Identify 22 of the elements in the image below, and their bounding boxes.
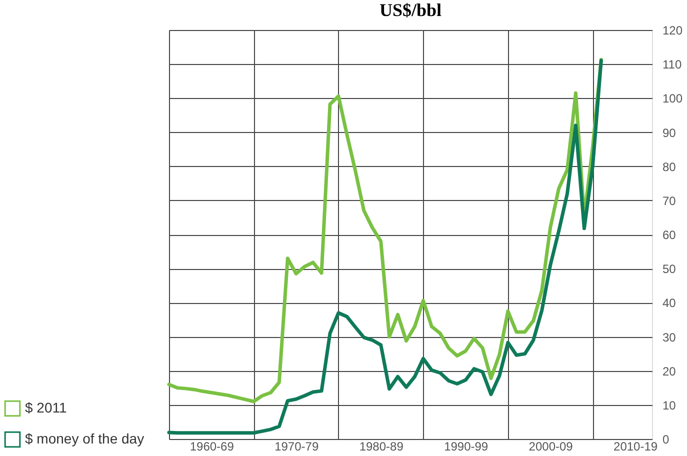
x-tick-label: 2010-19 (614, 440, 658, 454)
x-tick-label: 1980-89 (359, 440, 404, 454)
x-tick-label: 1990-99 (444, 440, 488, 454)
y-tick-label: 60 (662, 228, 676, 242)
y-tick-label: 10 (662, 398, 676, 412)
y-tick-label: 110 (662, 58, 682, 72)
y-tick-label: 70 (662, 194, 676, 208)
y-tick-label: 90 (662, 126, 676, 140)
y-tick-label: 30 (662, 330, 676, 344)
y-tick-label: 0 (662, 432, 670, 446)
x-tick-label: 1960-69 (190, 440, 234, 454)
y-tick-label: 100 (662, 92, 683, 106)
x-tick-label: 1970-79 (274, 440, 319, 454)
y-tick-label: 50 (662, 262, 676, 276)
y-tick-label: 80 (662, 160, 676, 174)
y-tick-label: 40 (662, 296, 676, 310)
y-tick-label: 120 (662, 24, 683, 38)
legend-label: $ 2011 (25, 400, 67, 416)
x-tick-label: 2000-09 (528, 440, 574, 454)
legend-label: $ money of the day (25, 430, 144, 446)
chart-title: US$/bbl (379, 0, 442, 20)
y-tick-label: 20 (662, 364, 676, 378)
